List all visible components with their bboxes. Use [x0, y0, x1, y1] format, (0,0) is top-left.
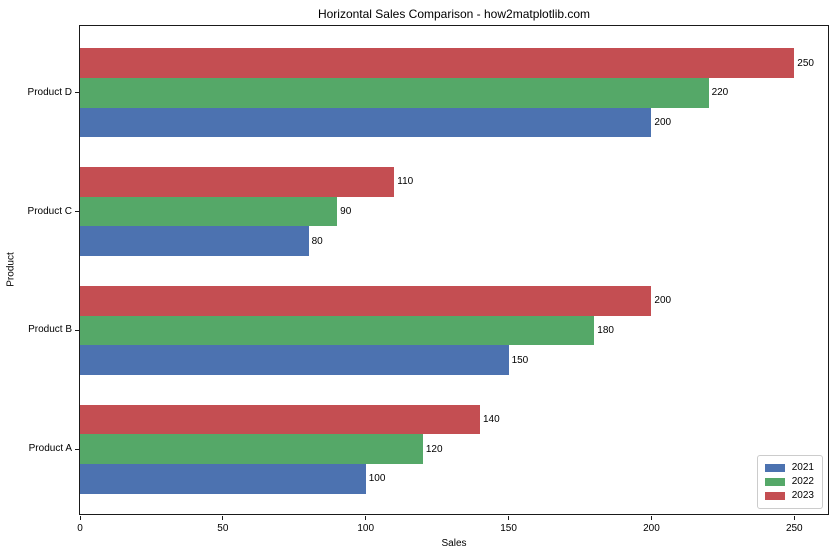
- legend-label: 2021: [791, 462, 814, 473]
- x-tick-mark: [508, 516, 510, 520]
- y-tick-mark: [75, 92, 79, 94]
- y-tick-label: Product C: [27, 205, 72, 217]
- x-tick-label: 200: [643, 523, 660, 534]
- legend-item-2021: 2021: [764, 461, 814, 475]
- bar-value-label: 120: [425, 443, 443, 455]
- x-tick-label: 250: [785, 523, 803, 534]
- legend-swatch-icon: [764, 492, 785, 500]
- bar-value-label: 80: [311, 235, 323, 247]
- legend-item-2022: 2022: [764, 475, 814, 489]
- x-tick-mark: [365, 516, 367, 520]
- y-tick-label: Product D: [27, 86, 72, 98]
- bar-2022-product-b: [80, 315, 595, 346]
- x-tick-label: 0: [77, 523, 83, 534]
- legend-label: 2023: [791, 490, 814, 501]
- bar-value-label: 220: [711, 87, 729, 99]
- x-axis-label: Sales: [441, 538, 467, 549]
- y-tick-label: Product B: [28, 324, 72, 336]
- y-tick-mark: [75, 448, 79, 450]
- x-tick-mark: [79, 516, 81, 520]
- bar-2021-product-d: [80, 107, 652, 138]
- bar-value-label: 180: [597, 324, 614, 336]
- bar-2022-product-d: [80, 77, 709, 108]
- x-tick-label: 150: [500, 523, 517, 534]
- bar-value-label: 200: [654, 295, 672, 307]
- legend-swatch-icon: [764, 464, 785, 472]
- x-tick-mark: [650, 516, 652, 520]
- x-tick-mark: [793, 516, 795, 520]
- bar-2023-product-c: [80, 167, 395, 197]
- bar-value-label: 100: [368, 473, 386, 485]
- bar-2022-product-a: [80, 434, 423, 465]
- y-tick-mark: [75, 329, 79, 331]
- bar-value-label: 250: [797, 57, 814, 69]
- legend-item-2023: 2023: [764, 489, 814, 503]
- x-tick-label: 50: [217, 523, 229, 534]
- legend: 2021 2022 2023: [756, 455, 823, 509]
- bar-2023-product-a: [80, 404, 480, 435]
- bar-value-label: 90: [340, 206, 352, 218]
- y-tick-label: Product A: [28, 443, 72, 455]
- y-tick-mark: [75, 211, 79, 213]
- bar-2021-product-b: [80, 345, 509, 375]
- bar-value-label: 110: [397, 176, 414, 188]
- y-axis-label: Product: [5, 252, 17, 287]
- x-tick-label: 100: [357, 523, 375, 534]
- x-tick-mark: [222, 516, 224, 520]
- plot-area: 2021 2022 2023 100 120 140 150 180 200 80 90 110 20…: [28, 25, 829, 534]
- bar-2022-product-c: [80, 196, 338, 227]
- legend-label: 2022: [791, 476, 814, 487]
- chart-title: Horizontal Sales Comparison - how2matplo…: [317, 7, 591, 21]
- bar-2023-product-d: [80, 48, 795, 78]
- bar-value-label: 150: [511, 354, 529, 366]
- bar-2021-product-c: [80, 226, 309, 257]
- bar-value-label: 140: [483, 413, 500, 425]
- bar-2021-product-a: [80, 464, 366, 494]
- legend-swatch-icon: [764, 478, 785, 486]
- bar-2023-product-b: [80, 285, 652, 316]
- bar-value-label: 200: [654, 117, 672, 128]
